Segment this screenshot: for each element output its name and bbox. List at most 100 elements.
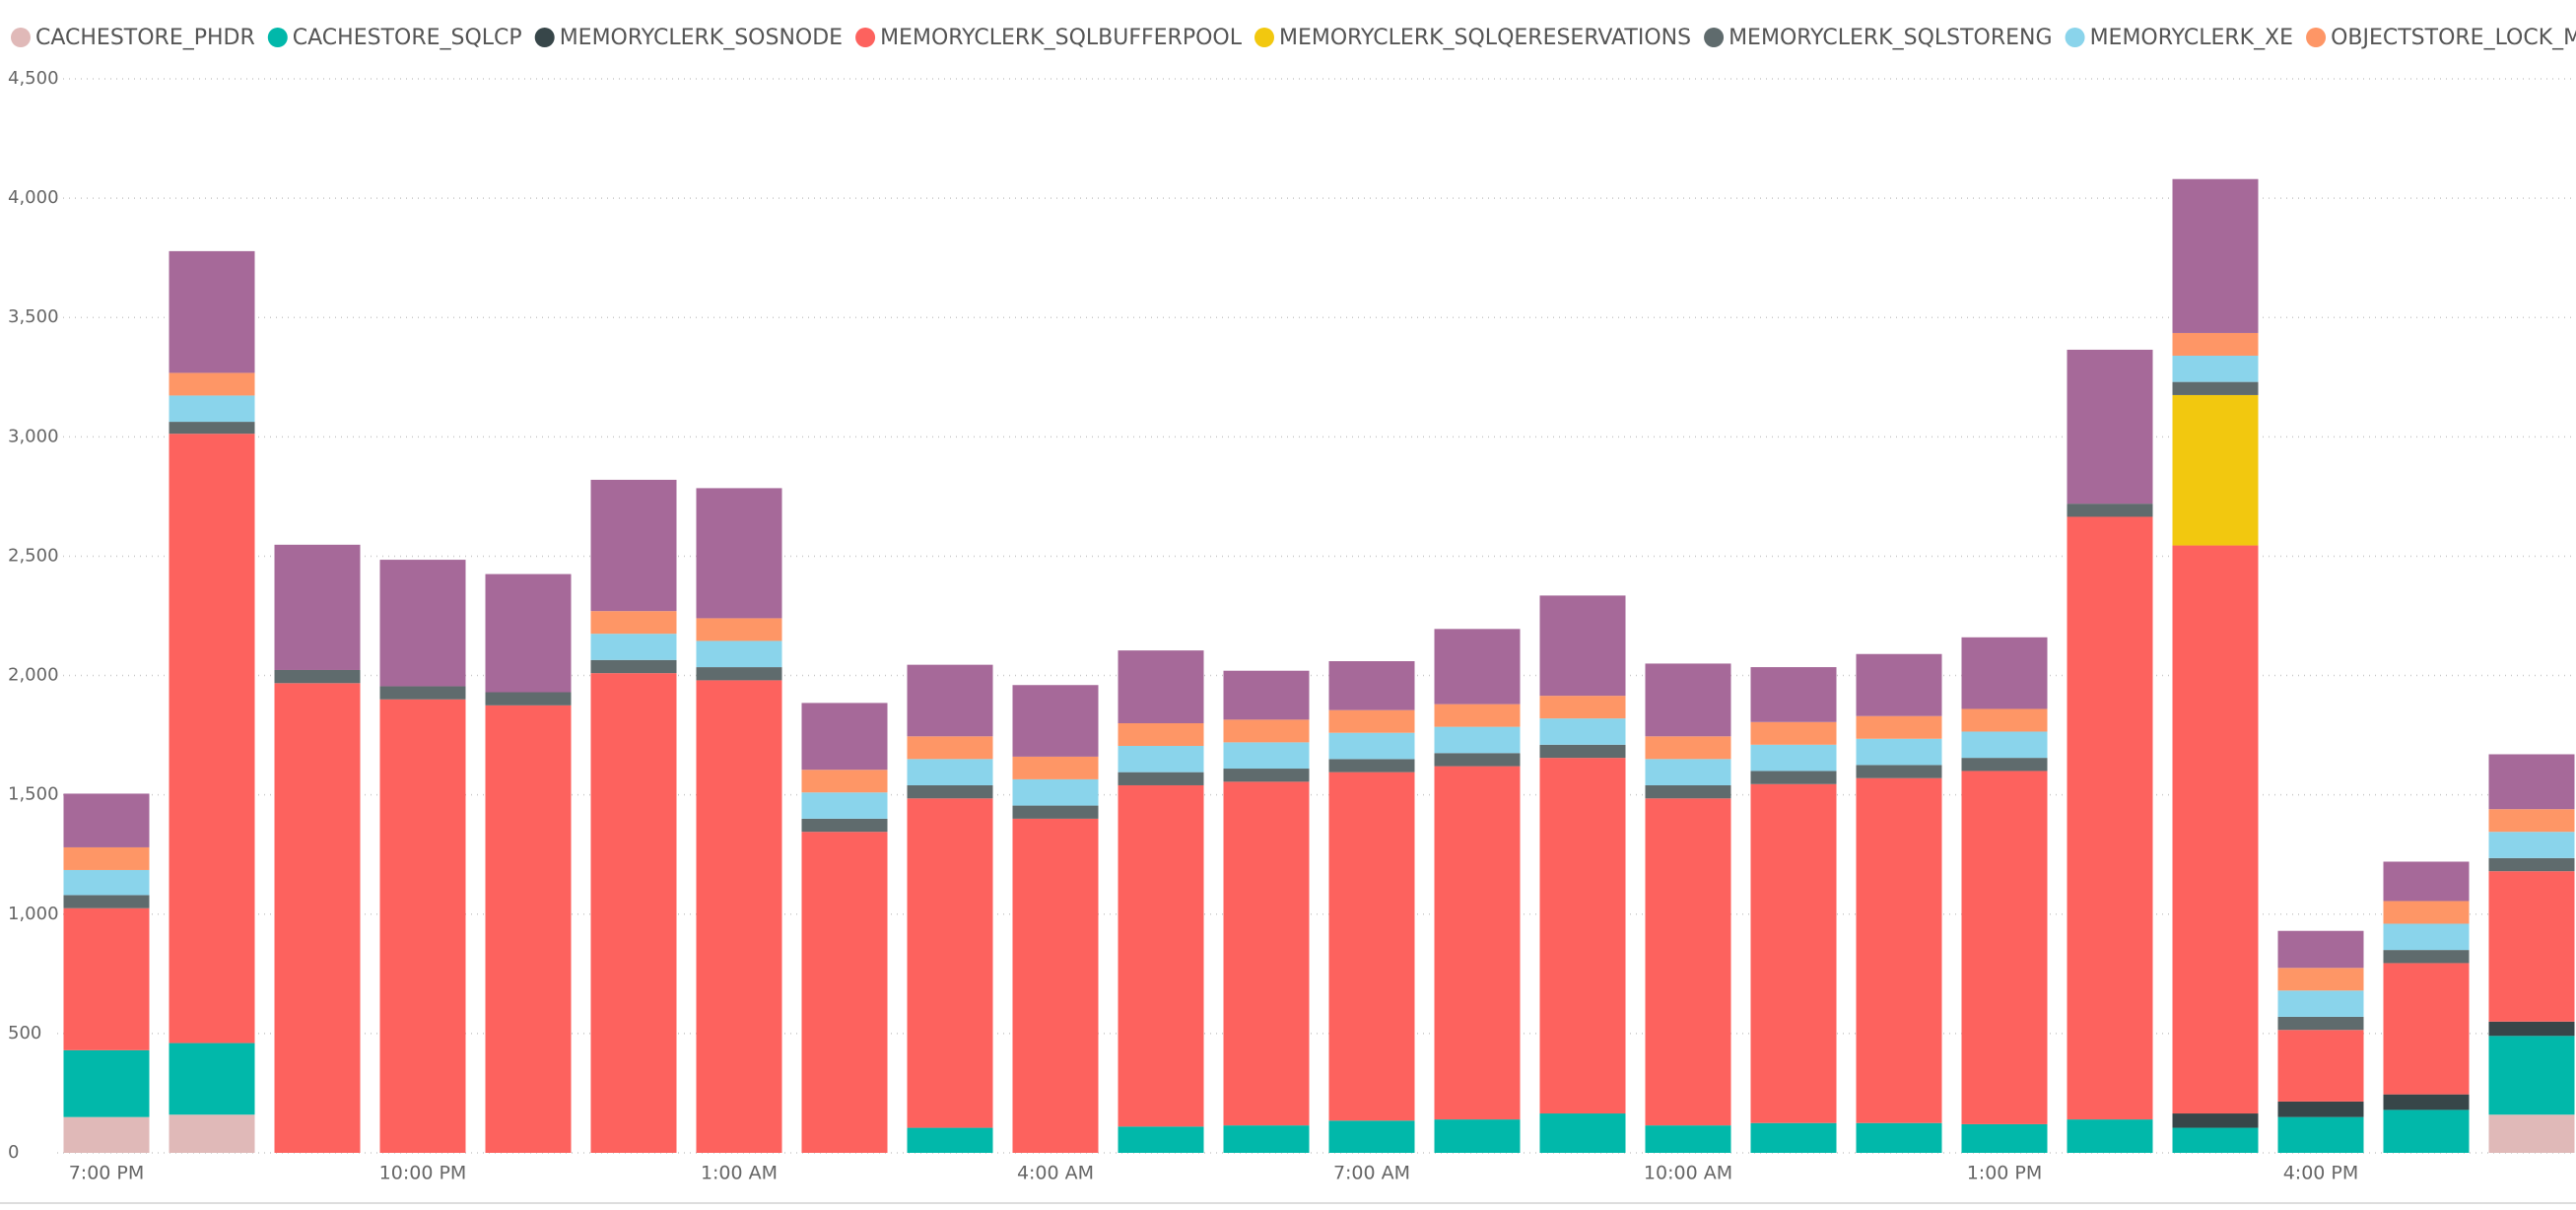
bar-segment — [2172, 381, 2259, 395]
bar-segment — [1539, 744, 1626, 759]
bar-segment — [2277, 1030, 2364, 1102]
bar-segment — [2277, 930, 2364, 969]
bar-segment — [169, 434, 255, 1043]
bar-segment — [2067, 504, 2153, 517]
legend-label: OBJECTSTORE_LOCK_MANAGER — [2331, 26, 2576, 50]
bar-segment — [63, 908, 150, 1050]
bar-segment — [1118, 650, 1204, 723]
bar-segment — [2488, 871, 2575, 1022]
bar-segment — [1012, 818, 1099, 1153]
bar-segment — [1223, 769, 1310, 782]
bar-segment — [801, 703, 888, 771]
bar-segment — [1961, 1123, 2048, 1153]
bar-segment — [1539, 758, 1626, 1114]
legend-dot — [11, 28, 31, 47]
bar-segment — [696, 640, 782, 668]
bar-segment — [1539, 718, 1626, 745]
bar-segment — [801, 818, 888, 833]
bar-segment — [696, 667, 782, 681]
bar-segment — [2172, 1127, 2259, 1153]
legend-dot — [1704, 28, 1725, 47]
bar-segment — [1750, 721, 1837, 745]
bar-segment — [2383, 861, 2470, 902]
bar-segment — [1012, 805, 1099, 819]
bar-segment — [2172, 355, 2259, 382]
bar-segment — [1750, 783, 1837, 1123]
bar-segment — [1012, 778, 1099, 806]
y-tick-label: 3,500 — [8, 306, 59, 327]
bar-segment — [1856, 738, 1942, 766]
bar-segment — [696, 488, 782, 619]
bar-segment — [1750, 744, 1837, 772]
y-tick-label: 3,000 — [8, 426, 59, 446]
bar-segment — [1434, 704, 1521, 727]
bar-segment — [907, 1127, 993, 1153]
y-tick-label: 1,000 — [8, 904, 59, 924]
bar-segment — [1856, 765, 1942, 778]
bar-segment — [1645, 1125, 1731, 1153]
bar-segment — [590, 659, 677, 674]
bar-segment — [379, 560, 466, 687]
bar-segment — [1434, 753, 1521, 767]
bar-segment — [1539, 595, 1626, 697]
bar-segment — [801, 792, 888, 819]
bar-segment — [379, 686, 466, 700]
bar-segment — [63, 869, 150, 896]
x-tick-label: 10:00 AM — [1644, 1163, 1732, 1184]
bar-segment — [1539, 696, 1626, 719]
x-tick-label: 7:00 PM — [69, 1163, 145, 1184]
x-tick-label: 1:00 PM — [1967, 1163, 2043, 1184]
bar-segment — [1856, 653, 1942, 716]
bar-segment — [63, 1116, 150, 1153]
y-tick-label: 1,500 — [8, 784, 59, 805]
bar-segment — [1223, 670, 1310, 720]
legend-dot — [855, 28, 876, 47]
bar-segment — [2277, 990, 2364, 1017]
bar-segment — [1012, 685, 1099, 757]
bar-segment — [2172, 394, 2259, 546]
bar-segment — [485, 692, 572, 706]
bar-segment — [801, 832, 888, 1153]
bar-segment — [1328, 772, 1415, 1121]
bar-segment — [801, 770, 888, 793]
bar-segment — [2277, 1101, 2364, 1117]
bar-segment — [907, 798, 993, 1128]
y-tick-label: 4,500 — [8, 68, 59, 89]
bar-segment — [590, 673, 677, 1153]
legend-label: MEMORYCLERK_SQLSTORENG — [1729, 26, 2052, 50]
bar-segment — [907, 759, 993, 785]
legend-label: MEMORYCLERK_SQLQERESERVATIONS — [1279, 26, 1691, 50]
bar-segment — [2383, 923, 2470, 951]
bar-segment — [169, 1114, 255, 1153]
bar-segment — [169, 422, 255, 435]
bar-segment — [1961, 758, 2048, 772]
y-tick-label: 2,500 — [8, 545, 59, 566]
legend-dot — [2306, 28, 2327, 47]
bar-segment — [1856, 715, 1942, 739]
bar-segment — [63, 1049, 150, 1117]
bar-segment — [2277, 1016, 2364, 1031]
x-tick-label: 7:00 AM — [1333, 1163, 1410, 1184]
bar-segment — [1856, 777, 1942, 1123]
bar-segment — [2383, 950, 2470, 964]
x-tick-label: 10:00 PM — [379, 1163, 467, 1184]
bar-segment — [485, 573, 572, 693]
bar-segment — [1223, 781, 1310, 1126]
bar-segment — [2067, 349, 2153, 504]
bar-segment — [2488, 857, 2575, 872]
bar-segment — [2172, 332, 2259, 356]
bar-segment — [1223, 719, 1310, 743]
bar-segment — [1434, 1119, 1521, 1153]
bar-segment — [2488, 832, 2575, 858]
bar-segment — [2277, 1116, 2364, 1153]
bar-segment — [1118, 772, 1204, 785]
bar-segment — [169, 1042, 255, 1115]
bar-segment — [2067, 516, 2153, 1120]
bar-segment — [2172, 1113, 2259, 1128]
legend-dot — [1254, 28, 1274, 47]
bar-segment — [1961, 731, 2048, 759]
bar-segment — [2383, 963, 2470, 1095]
bar-segment — [1856, 1122, 1942, 1153]
bar-segment — [1118, 723, 1204, 747]
